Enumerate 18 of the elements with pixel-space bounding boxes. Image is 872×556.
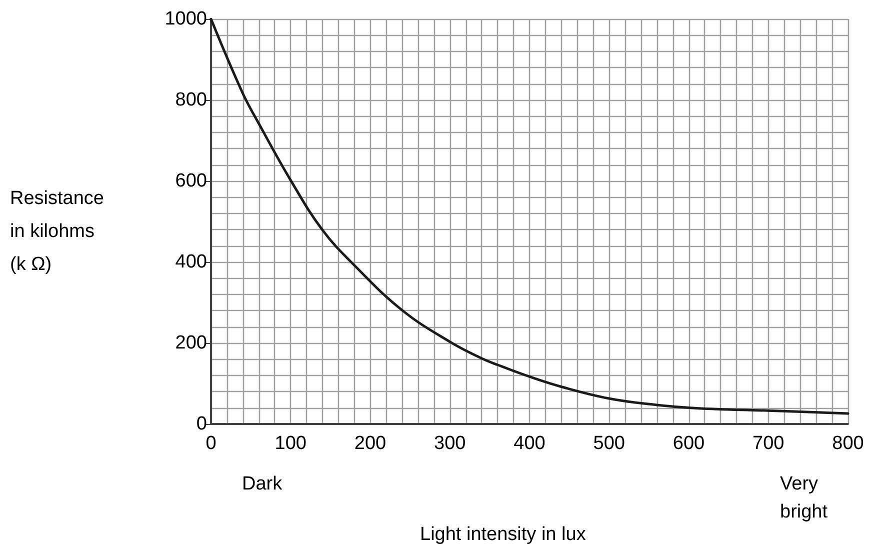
y-tick-label: 200 <box>175 332 207 354</box>
x-tick-label: 600 <box>672 433 705 454</box>
x-axis-title: Light intensity in lux <box>420 524 586 545</box>
x-tick-label: 700 <box>752 433 784 454</box>
y-tick-label: 600 <box>175 170 207 192</box>
x-tick-label: 400 <box>514 433 546 454</box>
y-tick-label: 800 <box>175 90 207 110</box>
y-axis-title: Resistance in kilohms (k Ω) <box>10 188 104 275</box>
x-tick-label: 500 <box>593 433 625 454</box>
x-tick-label: 200 <box>354 433 386 454</box>
text: Dark <box>242 474 283 494</box>
x-tick-label: 800 <box>832 433 864 454</box>
text: Very bright <box>780 474 828 522</box>
x-tick-label: 300 <box>434 433 466 454</box>
x-tick-label: 100 <box>274 433 306 454</box>
y-tick-label: 400 <box>175 252 207 272</box>
y-tick-label: 0 <box>196 414 207 434</box>
y-tick-label: 1000 <box>164 8 207 30</box>
